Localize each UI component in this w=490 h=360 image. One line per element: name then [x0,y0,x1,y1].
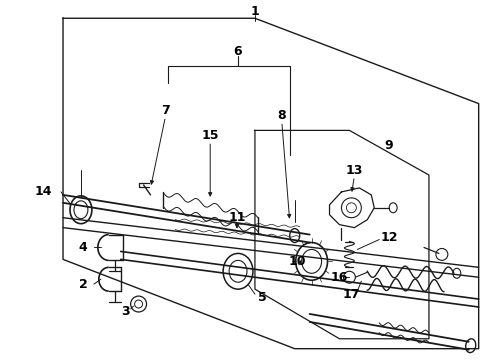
Text: 5: 5 [258,291,266,303]
Text: 2: 2 [78,278,87,291]
Text: 3: 3 [122,306,130,319]
Text: 7: 7 [161,104,170,117]
Text: 9: 9 [385,139,393,152]
Text: 12: 12 [380,231,398,244]
Text: 15: 15 [201,129,219,142]
Text: 14: 14 [34,185,52,198]
Text: 11: 11 [228,211,246,224]
Text: 8: 8 [277,109,286,122]
Text: 16: 16 [331,271,348,284]
Text: 6: 6 [234,45,243,58]
Text: 4: 4 [78,241,87,254]
Text: 17: 17 [343,288,360,301]
Text: 10: 10 [289,255,306,268]
Text: 1: 1 [250,5,259,18]
Text: 13: 13 [345,163,363,176]
